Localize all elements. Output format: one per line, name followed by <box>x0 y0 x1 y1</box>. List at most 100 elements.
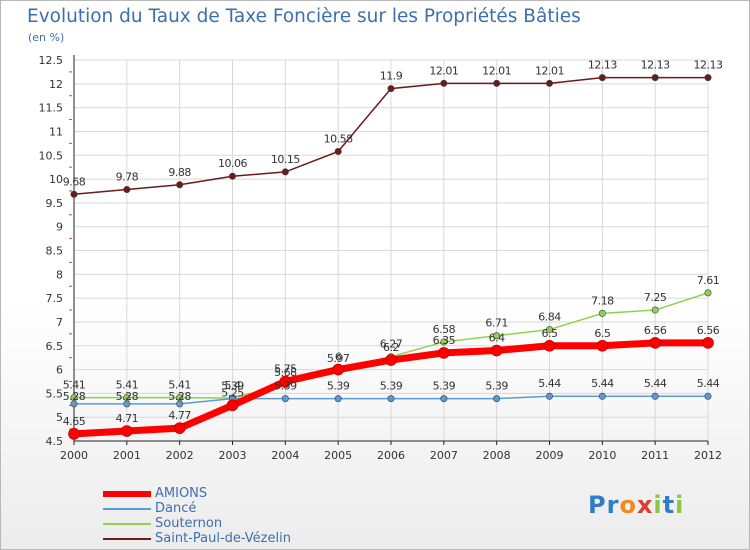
x-tick-label: 2009 <box>536 449 564 462</box>
legend-label: AMIONS <box>155 486 208 501</box>
data-label: 5.39 <box>221 380 244 393</box>
data-label: 7.25 <box>644 291 667 304</box>
data-label: 5.41 <box>63 379 86 392</box>
data-label: 6.5 <box>594 327 610 340</box>
logo-letter: t <box>662 491 676 519</box>
legend-label: Souternon <box>155 516 223 531</box>
data-point <box>545 79 553 87</box>
data-label: 5.41 <box>168 379 191 392</box>
data-point <box>651 74 659 82</box>
data-point <box>704 392 712 400</box>
x-tick-label: 2003 <box>219 449 247 462</box>
data-point <box>598 392 606 400</box>
data-label: 6.71 <box>485 317 508 330</box>
data-point <box>493 395 501 403</box>
data-point <box>704 74 712 82</box>
data-label: 5.39 <box>380 380 403 393</box>
logo-letter: P <box>588 491 607 519</box>
data-label: 4.77 <box>168 409 191 422</box>
x-tick-label: 2005 <box>324 449 352 462</box>
y-tick-label: 7 <box>56 316 63 329</box>
data-point <box>649 337 661 349</box>
x-tick-label: 2004 <box>271 449 299 462</box>
data-label: 6.4 <box>489 332 505 345</box>
data-point <box>438 347 450 359</box>
y-tick-label: 7.5 <box>46 292 64 305</box>
data-label: 5.28 <box>116 390 139 403</box>
data-label: 5.97 <box>327 352 350 365</box>
y-tick-label: 6.5 <box>46 340 64 353</box>
legend-swatch-souternon <box>103 523 151 525</box>
data-label: 5.4 <box>225 379 241 392</box>
y-tick-label: 8.5 <box>46 245 64 258</box>
data-label: 5.68 <box>274 366 297 379</box>
data-point <box>545 392 553 400</box>
data-point <box>387 85 395 93</box>
y-tick-label: 5 <box>56 411 63 424</box>
y-tick-label: 10.5 <box>39 149 64 162</box>
data-label: 12.13 <box>588 59 617 72</box>
data-point <box>598 74 606 82</box>
data-label: 6.35 <box>433 334 456 347</box>
data-label: 4.65 <box>63 415 86 428</box>
data-label: 12.01 <box>535 64 564 77</box>
data-label: 5.41 <box>116 379 139 392</box>
logo-letter: i <box>653 491 663 519</box>
data-label: 12.01 <box>482 64 511 77</box>
data-label: 12.01 <box>429 64 458 77</box>
data-point <box>493 332 501 340</box>
data-label: 12.13 <box>694 59 723 72</box>
data-point <box>229 172 237 180</box>
data-label: 6.56 <box>644 324 667 337</box>
data-point <box>226 399 239 412</box>
x-tick-label: 2012 <box>694 449 722 462</box>
x-tick-label: 2008 <box>483 449 511 462</box>
data-point <box>68 428 80 440</box>
legend-swatch-amions <box>103 491 151 497</box>
data-point <box>121 425 133 437</box>
data-point <box>334 395 342 403</box>
data-point <box>440 79 448 87</box>
data-label: 10.15 <box>271 153 300 166</box>
y-tick-label: 12.5 <box>39 54 64 67</box>
data-point <box>281 168 289 176</box>
data-point <box>279 375 292 388</box>
y-tick-label: 11.5 <box>39 102 64 115</box>
data-label: 5.39 <box>327 380 350 393</box>
data-point <box>332 363 344 376</box>
y-tick-label: 5.5 <box>46 387 64 400</box>
data-label: 6.2 <box>383 341 399 354</box>
data-point <box>123 186 131 194</box>
y-tick-label: 8 <box>56 268 63 281</box>
data-point <box>702 337 714 349</box>
data-point <box>281 395 289 403</box>
x-tick-label: 2000 <box>60 449 88 462</box>
data-point <box>334 147 342 155</box>
line-chart: 4.5 5 5.5 6 6.5 7 7.5 8 8.5 9 9.5 10 10.5 11 11.5 12 12.… <box>39 54 724 462</box>
data-label: 5.28 <box>63 390 86 403</box>
data-point <box>173 422 186 434</box>
legend-label: Saint-Paul-de-Vézelin <box>155 531 291 546</box>
data-label: 12.13 <box>641 59 670 72</box>
data-label: 5.44 <box>591 377 614 390</box>
data-label: 5.44 <box>644 377 667 390</box>
y-tick-label: 9.5 <box>46 197 64 210</box>
logo-letter: x <box>636 491 654 519</box>
data-label: 10.58 <box>324 132 353 145</box>
y-tick-label: 6 <box>56 364 63 377</box>
data-point <box>704 289 712 297</box>
data-label: 6.5 <box>542 327 558 340</box>
data-label: 9.68 <box>63 175 86 188</box>
data-point <box>651 392 659 400</box>
y-tick-label: 11 <box>49 125 63 138</box>
data-label: 6.56 <box>697 324 720 337</box>
logo-letter: i <box>675 491 685 519</box>
x-tick-label: 2011 <box>641 449 669 462</box>
y-tick-label: 12 <box>49 78 63 91</box>
data-label: 11.9 <box>380 70 403 83</box>
data-point <box>70 190 78 198</box>
data-point <box>596 339 609 352</box>
data-label: 5.39 <box>274 380 297 393</box>
data-point <box>176 181 184 189</box>
data-point <box>490 344 503 357</box>
